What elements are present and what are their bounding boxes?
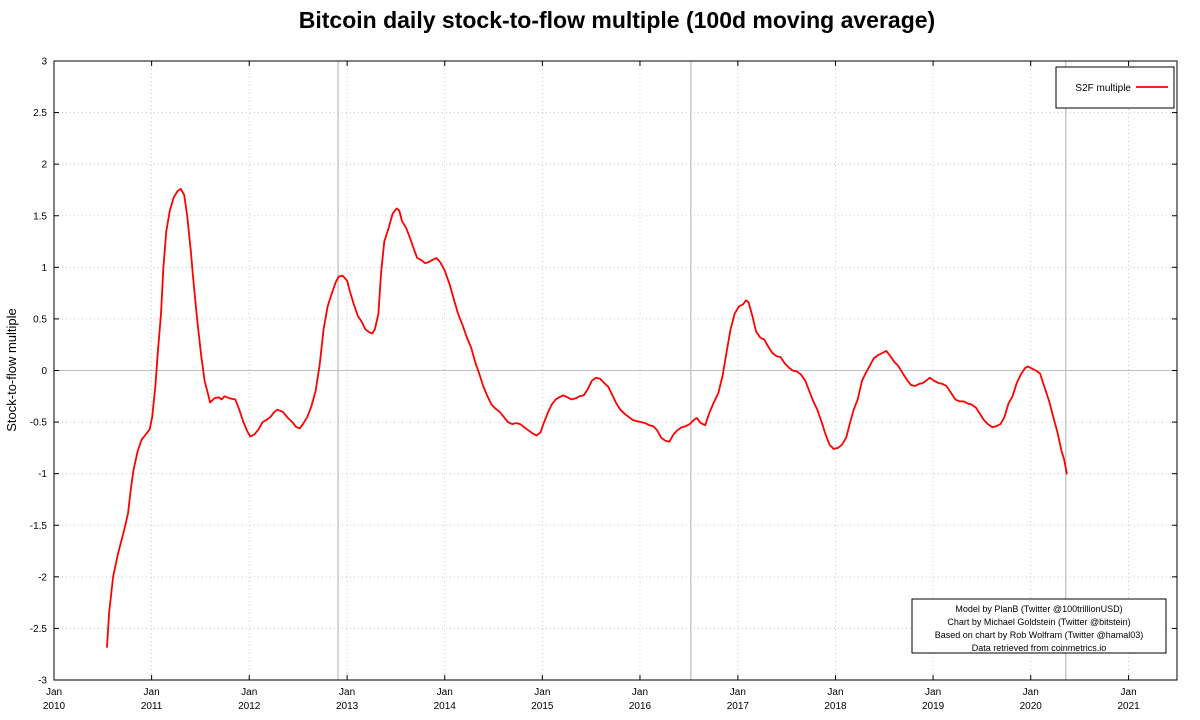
x-tick-label-year: 2010 [43, 701, 66, 712]
legend: S2F multiple [1055, 66, 1175, 109]
x-tick-label-year: 2018 [824, 701, 847, 712]
y-tick-label: -1.5 [30, 521, 48, 532]
x-axis: Jan2010Jan2011Jan2012Jan2013Jan2014Jan20… [43, 61, 1140, 712]
x-tick-label-month: Jan [730, 687, 746, 698]
x-tick-label-month: Jan [241, 687, 257, 698]
credits-frame [911, 598, 1167, 654]
y-tick-label: 3 [41, 57, 47, 68]
x-tick-label-month: Jan [1121, 687, 1137, 698]
chart-title: Bitcoin daily stock-to-flow multiple (10… [299, 7, 935, 33]
x-tick-label-month: Jan [1023, 687, 1039, 698]
y-tick-label: 1 [41, 263, 47, 274]
x-tick-label-year: 2012 [238, 701, 261, 712]
x-tick-label-year: 2011 [141, 701, 163, 712]
y-tick-label: 2.5 [33, 108, 47, 119]
y-tick-label: 2 [41, 160, 47, 171]
legend-label-s2f-multiple: S2F multiple [1075, 83, 1131, 94]
credit-line-model: Model by PlanB (Twitter @100trillionUSD) [955, 604, 1122, 614]
x-tick-label-month: Jan [46, 687, 62, 698]
x-tick-label-year: 2014 [434, 701, 457, 712]
y-tick-label: -2 [38, 572, 47, 583]
credits-box: Model by PlanB (Twitter @100trillionUSD)… [911, 598, 1167, 654]
x-tick-label-month: Jan [437, 687, 453, 698]
y-tick-label: -2.5 [30, 624, 48, 635]
x-tick-label-year: 2020 [1020, 701, 1043, 712]
x-tick-label-month: Jan [925, 687, 941, 698]
x-tick-label-year: 2017 [727, 701, 750, 712]
x-tick-label-year: 2016 [629, 701, 652, 712]
x-tick-label-year: 2013 [336, 701, 359, 712]
y-tick-label: 0.5 [33, 314, 47, 325]
x-tick-label-year: 2019 [922, 701, 945, 712]
y-axis-label: Stock-to-flow multiple [4, 308, 19, 432]
credit-line-data-source: Data retrieved from coinmetrics.io [972, 643, 1107, 653]
x-tick-label-month: Jan [632, 687, 648, 698]
y-tick-label: -1 [38, 469, 47, 480]
y-tick-label: 0 [41, 366, 47, 377]
credit-line-based-on: Based on chart by Rob Wolfram (Twitter @… [935, 630, 1144, 640]
y-tick-label: 1.5 [33, 211, 47, 222]
series-line-s2f-multiple [106, 188, 1068, 648]
x-tick-label-month: Jan [534, 687, 550, 698]
x-tick-label-month: Jan [339, 687, 355, 698]
x-tick-label-year: 2021 [1117, 701, 1140, 712]
y-tick-label: -0.5 [30, 418, 48, 429]
x-tick-label-month: Jan [144, 687, 160, 698]
x-tick-label-month: Jan [827, 687, 843, 698]
credit-line-chart: Chart by Michael Goldstein (Twitter @bit… [947, 617, 1130, 627]
y-axis: 3 2.5 2 1.5 1 0.5 0 -0.5 -1 -1.5 -2 -2.5 -3 [30, 57, 1177, 687]
x-tick-label-year: 2015 [531, 701, 554, 712]
y-tick-label: -3 [38, 676, 47, 687]
